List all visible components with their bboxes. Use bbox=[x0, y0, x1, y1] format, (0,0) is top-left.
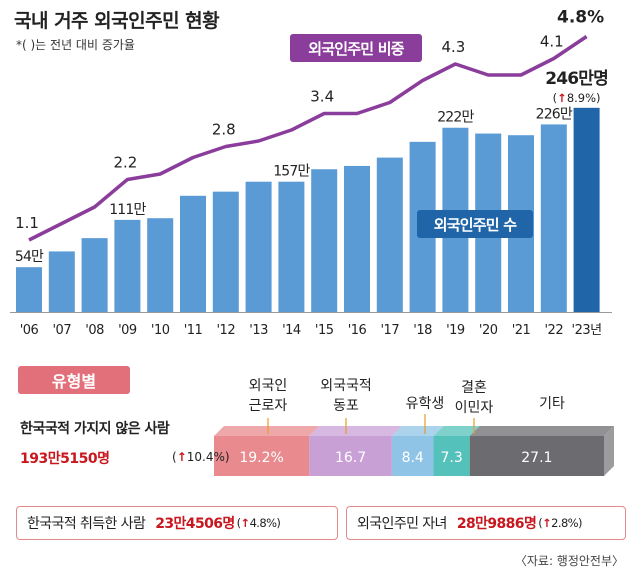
segment-bar bbox=[469, 436, 604, 476]
x-tick-label: '09 bbox=[118, 323, 137, 338]
x-tick-label: '16 bbox=[348, 323, 367, 338]
segment-label: 근로자 bbox=[249, 398, 288, 414]
bar-tag-box bbox=[417, 210, 533, 238]
segment-top bbox=[391, 426, 444, 436]
children-box: 외국인주민 자녀 28만9886명 (↑2.8%) bbox=[346, 506, 626, 540]
share-line bbox=[28, 35, 588, 242]
up-arrow-icon: ↑ bbox=[557, 91, 567, 105]
x-tick-label: '21 bbox=[512, 323, 531, 338]
segment-label: 이민자 bbox=[455, 400, 494, 416]
x-tick-label: '07 bbox=[52, 323, 71, 338]
bar-data-label: 222만 bbox=[437, 110, 474, 126]
up-arrow-icon: ↑ bbox=[542, 516, 552, 530]
bar bbox=[245, 181, 272, 312]
bar bbox=[48, 251, 75, 312]
x-tick-label: '12 bbox=[216, 323, 235, 338]
segment-value: 27.1 bbox=[521, 450, 552, 466]
latest-change-label: (↑8.9%) bbox=[553, 91, 601, 105]
up-arrow-icon: ↑ bbox=[240, 516, 251, 530]
bar-data-label: 54만 bbox=[15, 249, 44, 265]
children-change: (↑2.8%) bbox=[538, 516, 582, 530]
segment-value: 16.7 bbox=[335, 450, 366, 466]
bar bbox=[16, 267, 42, 312]
segment-label: 동포 bbox=[333, 398, 359, 414]
bar-tag: 외국인주민 수 bbox=[434, 216, 517, 234]
x-tick-label: '22 bbox=[544, 323, 563, 338]
x-tick-label: '08 bbox=[85, 323, 104, 338]
children-label: 외국인주민 자녀 bbox=[357, 516, 447, 532]
up-arrow-icon: ↑ bbox=[176, 450, 187, 464]
segment-label: 유학생 bbox=[406, 396, 445, 412]
bar-data-label: 226만 bbox=[536, 106, 573, 122]
bar-data-label: 157만 bbox=[273, 164, 310, 180]
acquired-change-value: 4.8% bbox=[249, 516, 277, 530]
x-tick-label: '20 bbox=[479, 323, 498, 338]
segment-value: 19.2% bbox=[239, 450, 283, 466]
x-tick-label: '23년 bbox=[572, 323, 602, 338]
bar bbox=[180, 195, 206, 312]
bar bbox=[540, 124, 567, 312]
bar-data-label: 111만 bbox=[109, 202, 146, 218]
segment-top bbox=[469, 426, 614, 436]
line-data-label: 4.8% bbox=[557, 8, 604, 28]
segment-top bbox=[214, 426, 320, 436]
non-korean-value: 193만5150명 bbox=[20, 451, 110, 467]
main-chart: '06 '07 '08 '09 '10 '11 '12 '13 '14 '15 '16 '17 '18 '… bbox=[10, 8, 614, 476]
x-tick-label: '11 bbox=[184, 323, 203, 338]
x-tick-label: '13 bbox=[249, 323, 268, 338]
non-korean-change: (↑10.4%) bbox=[172, 450, 230, 464]
line-data-label: 1.1 bbox=[15, 214, 39, 232]
bar bbox=[114, 219, 141, 312]
segment-top bbox=[309, 426, 402, 436]
x-tick-label: '17 bbox=[380, 323, 399, 338]
segment-label: 기타 bbox=[539, 396, 565, 412]
bar-data-label: 246만명 bbox=[545, 69, 608, 89]
non-korean-label: 한국국적 가지지 않은 사람 bbox=[20, 421, 170, 437]
segment-value: 7.3 bbox=[440, 450, 462, 466]
chart-title: 국내 거주 외국인주민 현황 bbox=[14, 10, 220, 32]
line-data-label: 2.8 bbox=[212, 121, 236, 139]
line-data-label: 4.1 bbox=[540, 33, 564, 51]
segment-bar bbox=[309, 436, 392, 476]
segment-value: 8.4 bbox=[402, 450, 424, 466]
x-tick-label: '18 bbox=[413, 323, 432, 338]
bar bbox=[311, 169, 338, 312]
acquired-change: (↑4.8%) bbox=[236, 516, 281, 530]
segment-label: 외국국적 bbox=[320, 378, 372, 394]
acquired-value: 23만4506명 bbox=[155, 516, 235, 532]
x-tick-label: '14 bbox=[282, 323, 301, 338]
line-data-label: 3.4 bbox=[310, 88, 334, 106]
x-tick-label: '10 bbox=[151, 323, 170, 338]
line-data-label: 4.3 bbox=[441, 38, 465, 56]
segment-side bbox=[604, 426, 614, 476]
segment-label: 외국인 bbox=[249, 378, 288, 394]
segment-bar bbox=[391, 436, 434, 476]
acquired-box: 한국국적 취득한 사람 23만4506명 (↑4.8%) bbox=[16, 506, 338, 540]
x-tick-label: '19 bbox=[446, 323, 465, 338]
bar bbox=[278, 181, 305, 312]
segment-bar bbox=[214, 436, 310, 476]
line-data-label: 2.2 bbox=[113, 154, 137, 172]
children-change-value: 2.8% bbox=[551, 516, 578, 530]
source-note: 〈자료: 행정안전부〉 bbox=[514, 554, 624, 568]
bar bbox=[147, 218, 174, 312]
chart-subtitle: *( )는 전년 대비 증가율 bbox=[16, 38, 135, 52]
type-badge: 유형별 bbox=[18, 366, 130, 394]
segment-top bbox=[433, 426, 480, 436]
x-tick-label: '15 bbox=[315, 323, 334, 338]
bar bbox=[376, 157, 403, 312]
line-tag-box bbox=[290, 34, 422, 62]
bar bbox=[81, 238, 108, 312]
bar bbox=[573, 107, 600, 312]
non-korean-change-value: 10.4% bbox=[186, 450, 225, 464]
bar bbox=[344, 165, 370, 312]
acquired-label: 한국국적 취득한 사람 bbox=[27, 516, 146, 532]
bar bbox=[212, 191, 239, 312]
children-value: 28만9886명 bbox=[456, 516, 537, 532]
segment-label: 결혼 bbox=[461, 380, 487, 396]
x-tick-label: '06 bbox=[20, 323, 39, 338]
segment-bar bbox=[433, 436, 470, 476]
line-tag: 외국인주민 비중 bbox=[308, 40, 404, 58]
